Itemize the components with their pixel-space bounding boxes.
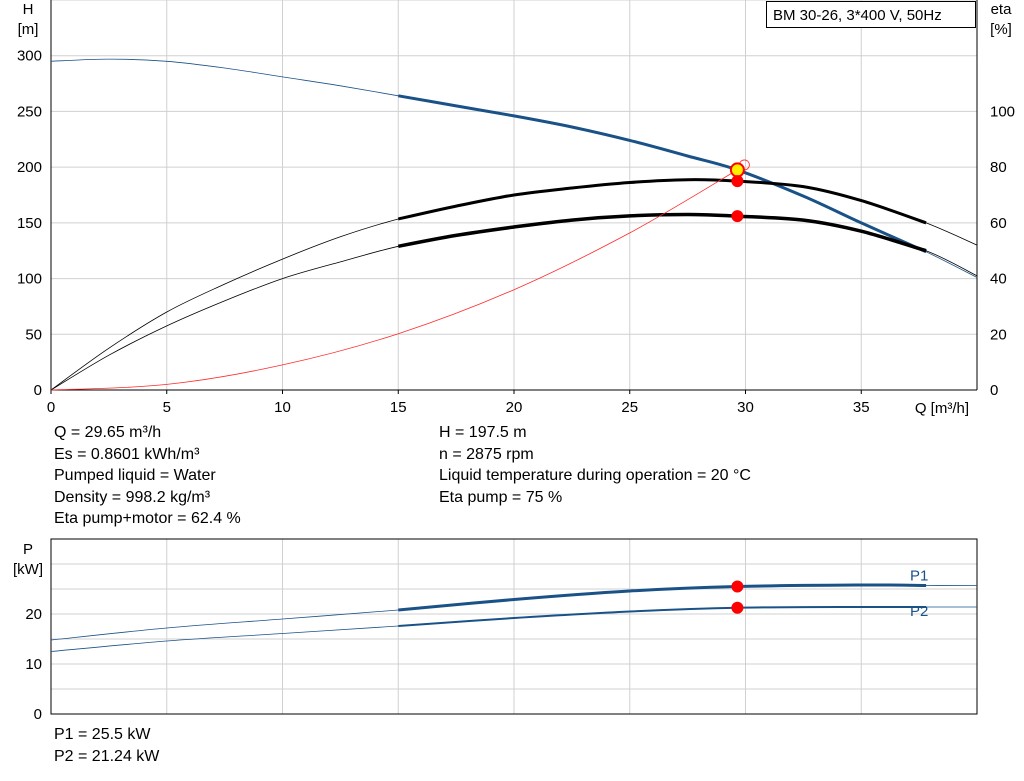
- top-y-axis-label-line1: H: [23, 1, 34, 18]
- info-q: Q = 29.65 m³/h: [54, 424, 162, 441]
- bottom-y-axis-label-line1: P: [23, 541, 33, 558]
- top-y-tick-label: 200: [17, 159, 42, 176]
- power-curve-p1-bold: [398, 583, 927, 612]
- top-y-tick-label: 250: [17, 103, 42, 120]
- info-temperature: Liquid temperature during operation = 20…: [439, 467, 751, 484]
- top-x-tick-label: 0: [47, 399, 55, 416]
- power-curve-p2-bold: [398, 605, 927, 627]
- info-eta-pump: Eta pump = 75 %: [439, 488, 563, 506]
- top-x-tick-label: 25: [621, 399, 638, 416]
- info-n: n = 2875 rpm: [439, 445, 534, 463]
- top-y2-tick-label: 60: [990, 215, 1007, 232]
- info-right: H = 197.5 m n = 2875 rpm Liquid temperat…: [439, 422, 751, 508]
- curve-eta_pump_motor-bold: [397, 212, 927, 253]
- top-y2-tick-label: 40: [990, 271, 1007, 288]
- bottom-y-axis-label-line2: [kW]: [13, 561, 43, 578]
- top-x-axis-label: Q [m³/h]: [915, 400, 969, 417]
- top-y2-tick-label: 20: [990, 326, 1007, 343]
- info-density: Density = 998.2 kg/m³: [54, 488, 211, 506]
- power-series-label-p1: P1: [910, 568, 928, 585]
- top-y-tick-label: 0: [34, 382, 42, 399]
- top-y2-axis-label-line1: eta: [991, 1, 1013, 18]
- bottom-plot-frame: [50, 538, 978, 715]
- duty-point-eta-2: [731, 210, 744, 223]
- top-x-tick-label: 35: [853, 399, 870, 416]
- info-liquid: Pumped liquid = Water: [54, 467, 216, 484]
- curve-H-bold: [398, 94, 927, 254]
- info-eta-pump-motor: Eta pump+motor = 62.4 %: [54, 510, 241, 527]
- top-y-tick-label: 100: [17, 271, 42, 288]
- info-h: H = 197.5 m: [439, 424, 527, 441]
- top-x-tick-label: 20: [506, 399, 523, 416]
- top-y2-tick-label: 80: [990, 159, 1007, 176]
- power-duty-point-0: [731, 580, 744, 593]
- top-y-axis-label-line2: [m]: [18, 21, 39, 38]
- top-y2-tick-label: 100: [990, 103, 1015, 120]
- top-x-tick-label: 15: [390, 399, 407, 416]
- info-left: Q = 29.65 m³/h Es = 0.8601 kWh/m³ Pumped…: [54, 422, 241, 530]
- top-y-tick-label: 150: [17, 215, 42, 232]
- info-p1: P1 = 25.5 kW: [54, 726, 151, 743]
- curve-system-thin: [50, 169, 738, 391]
- top-y-tick-label: 50: [25, 326, 42, 343]
- top-x-tick-label: 5: [163, 399, 171, 416]
- duty-point-eta-1: [731, 175, 744, 188]
- info-power: P1 = 25.5 kW P2 = 21.24 kW: [54, 724, 159, 767]
- power-series-label-p2: P2: [910, 603, 928, 620]
- power-duty-point-1: [731, 601, 744, 614]
- bottom-y-tick-label: 10: [25, 656, 42, 673]
- curve-eta_pump-bold: [397, 178, 927, 225]
- info-p2: P2 = 21.24 kW: [54, 747, 160, 765]
- chart-title: BM 30-26, 3*400 V, 50Hz: [766, 1, 976, 28]
- top-y2-axis-label-line2: [%]: [990, 21, 1012, 38]
- top-x-tick-label: 30: [737, 399, 754, 416]
- info-es: Es = 0.8601 kWh/m³: [54, 445, 200, 463]
- top-y2-tick-label: 0: [990, 382, 998, 399]
- top-y-tick-label: 300: [17, 48, 42, 65]
- top-x-tick-label: 10: [274, 399, 291, 416]
- bottom-y-tick-label: 0: [34, 706, 42, 723]
- duty-point-head: [729, 162, 745, 178]
- bottom-y-tick-label: 20: [25, 606, 42, 623]
